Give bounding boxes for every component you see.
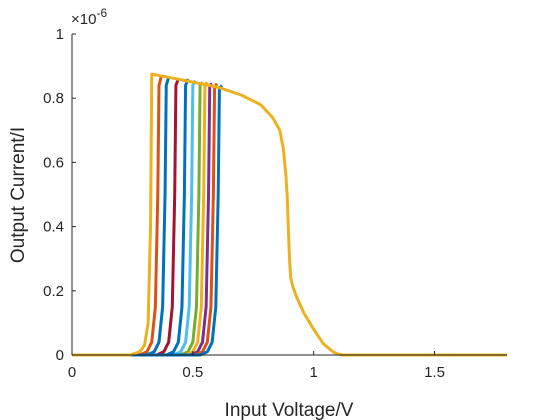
- axes-layer: 0 0.5 1 1.5 0 0.2 0.4 0.6 0.8 1: [43, 26, 507, 381]
- y-tick-label: 0.6: [43, 154, 64, 171]
- y-tick-label: 0.2: [43, 283, 64, 300]
- y-tick-label: 0.4: [43, 219, 64, 236]
- x-tick-label: 0: [68, 364, 76, 381]
- y-tick-label: 0.8: [43, 90, 64, 107]
- plot-area: [72, 34, 507, 355]
- plot-background: [72, 34, 507, 355]
- x-tick-label: 1.5: [424, 364, 445, 381]
- series-line-1: [72, 72, 507, 357]
- x-tick-label: 1: [309, 364, 317, 381]
- y-tick-label: 1: [56, 26, 64, 43]
- series-line-11: [72, 84, 224, 357]
- x-tick-label: 0.5: [182, 364, 203, 381]
- x-axis-title: Input Voltage/V: [225, 400, 354, 420]
- series-layer: [72, 72, 507, 357]
- y-tick-label: 0: [56, 347, 64, 364]
- y-axis-title: Output Current/I: [8, 127, 29, 263]
- y-exponent-label: ×10-6: [71, 6, 107, 28]
